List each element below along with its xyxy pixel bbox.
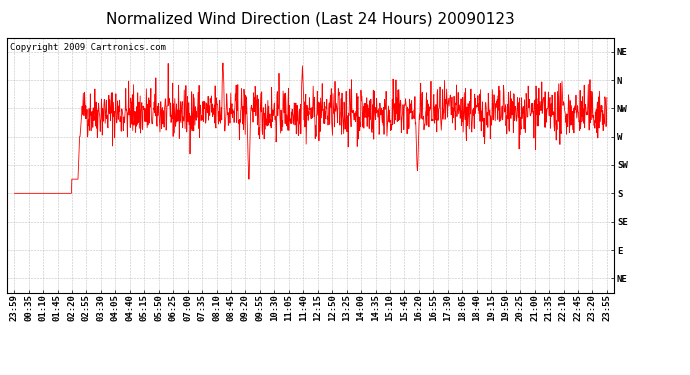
Text: Copyright 2009 Cartronics.com: Copyright 2009 Cartronics.com xyxy=(10,43,166,52)
Text: Normalized Wind Direction (Last 24 Hours) 20090123: Normalized Wind Direction (Last 24 Hours… xyxy=(106,11,515,26)
